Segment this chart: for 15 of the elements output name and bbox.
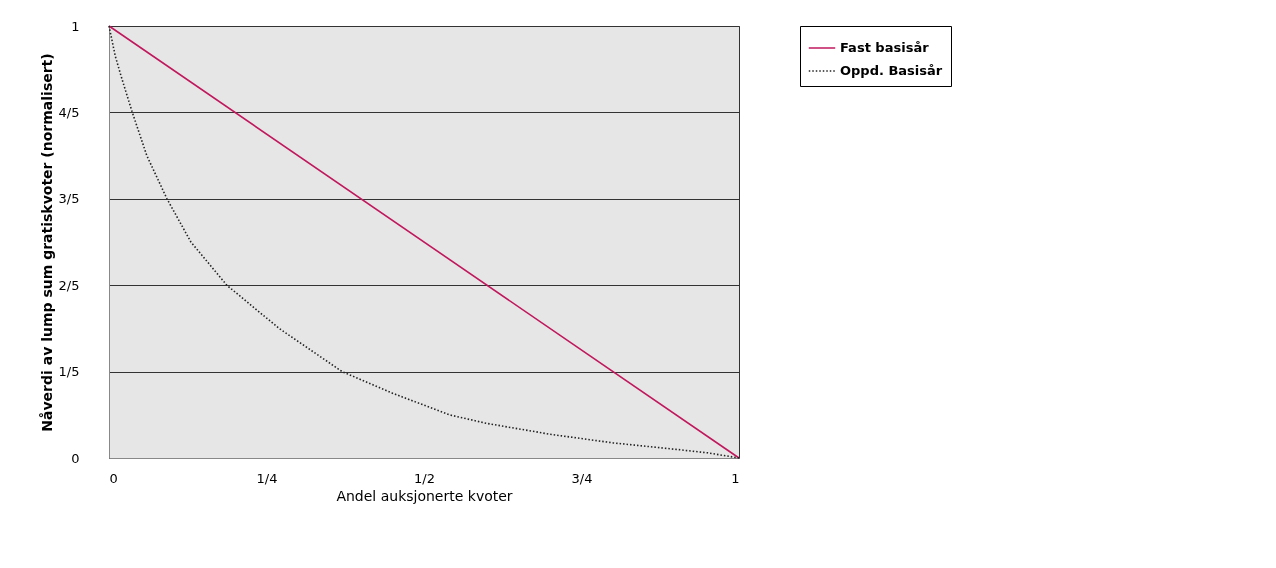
x-tick-label: 3/4 <box>571 470 593 486</box>
legend-label: Oppd. Basisår <box>840 63 943 78</box>
y-tick-label: 0 <box>71 450 80 466</box>
x-tick-label: 0 <box>109 470 118 486</box>
x-tick-label: 1/4 <box>256 470 278 486</box>
y-tick-label: 2/5 <box>58 277 80 293</box>
x-axis-title: Andel auksjonerte kvoter <box>336 487 513 504</box>
legend-label: Fast basisår <box>840 40 930 55</box>
y-tick-label: 1 <box>71 18 80 34</box>
y-tick-label: 1/5 <box>58 364 80 380</box>
y-tick-label: 4/5 <box>58 104 80 120</box>
y-tick-label: 3/5 <box>58 191 80 207</box>
y-axis-title: Nåverdi av lump sum gratiskvoter (normalisert) <box>38 53 55 432</box>
x-tick-label: 1 <box>731 470 740 486</box>
x-tick-label: 1/2 <box>414 470 435 486</box>
